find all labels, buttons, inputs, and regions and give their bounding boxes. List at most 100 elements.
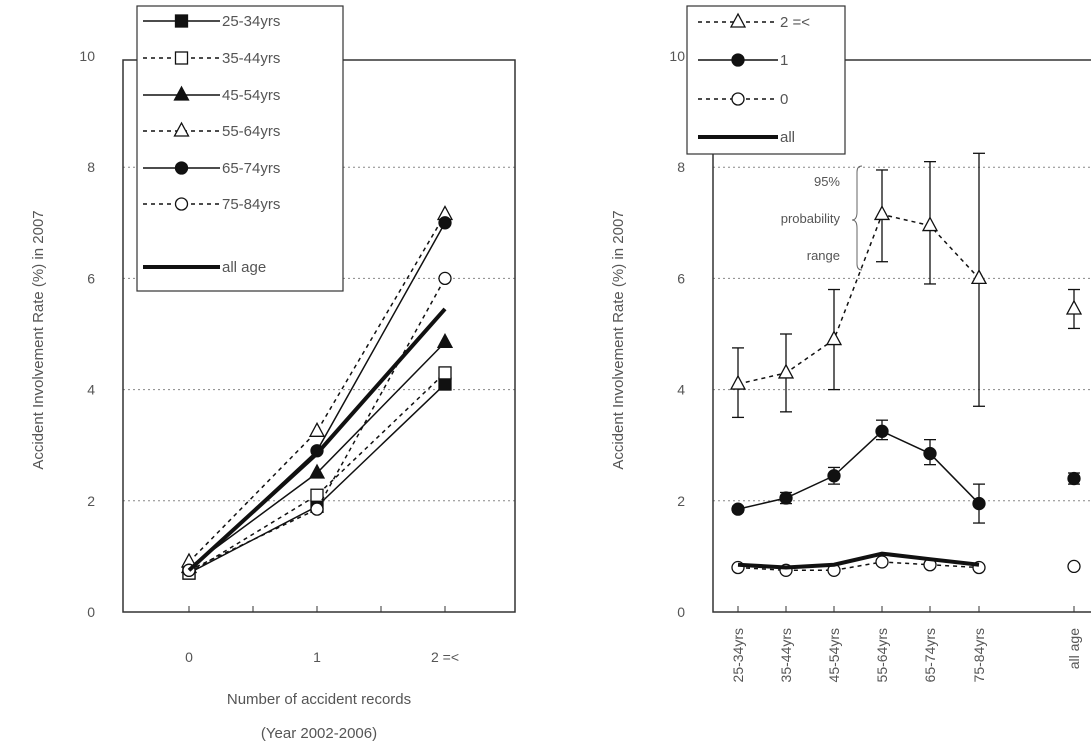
data-point: [970, 269, 988, 285]
x-tick-label: 75-84yrs: [971, 628, 987, 682]
x-tick-label: all age: [1066, 628, 1082, 669]
legend-label: 55-64yrs: [222, 123, 280, 140]
legend-item: 25-34yrs: [143, 13, 280, 30]
y-tick-label: 6: [87, 270, 95, 286]
left-x-axis-title: Number of accident records: [227, 691, 411, 708]
legend-item: 2 =<: [698, 12, 810, 31]
legend-item: 65-74yrs: [143, 160, 280, 177]
data-point: [825, 330, 843, 346]
y-tick-label: 8: [677, 159, 685, 175]
legend-label: 1: [780, 52, 788, 69]
data-point: [438, 366, 452, 380]
data-point: [1067, 559, 1081, 574]
x-tick-label: 1: [313, 649, 321, 665]
series-line: [188, 372, 446, 574]
data-point: [436, 332, 454, 348]
series-all-age: [187, 307, 447, 572]
y-tick-label: 2: [87, 493, 95, 509]
data-point: [921, 216, 939, 232]
data-point: [875, 424, 889, 438]
legend-label: 75-84yrs: [222, 196, 280, 213]
data-point: [731, 502, 745, 516]
data-point: [1065, 299, 1083, 315]
legend-item: 55-64yrs: [143, 121, 280, 140]
data-point: [310, 488, 324, 502]
annotation-brace: [851, 165, 863, 271]
series-line: [737, 561, 980, 572]
annotation-line-3: range: [807, 248, 840, 263]
series-1: [731, 419, 1081, 524]
right-legend-box: [686, 5, 846, 155]
legend-label: 2 =<: [780, 14, 810, 31]
x-tick-label: 0: [185, 649, 193, 665]
left-y-axis-title: Accident Involvement Rate (%) in 2007: [30, 210, 47, 469]
x-tick-label: 45-54yrs: [826, 628, 842, 682]
legend-item: all age: [143, 259, 266, 276]
legend-label: 65-74yrs: [222, 160, 280, 177]
left-series: [180, 205, 454, 580]
series-2-: [729, 152, 1083, 419]
legend-item: 75-84yrs: [143, 196, 280, 213]
legend-item: 45-54yrs: [143, 85, 280, 104]
y-tick-label: 10: [79, 48, 95, 64]
y-tick-label: 2: [677, 493, 685, 509]
data-point: [827, 469, 841, 483]
annotation-line-1: 95%: [814, 174, 840, 189]
data-point: [875, 555, 889, 569]
right-y-ticks: 0 2 4 6 8 10: [669, 48, 685, 620]
data-point: [923, 446, 937, 461]
data-point: [873, 205, 891, 221]
legend-swatch-marker: [174, 14, 189, 28]
right-series: [729, 152, 1083, 577]
legend-label: 45-54yrs: [222, 87, 280, 104]
legend-swatch-marker: [173, 121, 190, 137]
data-point: [438, 271, 452, 286]
series-all: [737, 551, 980, 570]
legend-item: all: [698, 129, 795, 146]
x-tick-label: 65-74yrs: [922, 628, 938, 682]
right-legend: 2 =< 1 0 all: [686, 5, 846, 155]
series-line: [737, 430, 980, 510]
x-tick-label: 25-34yrs: [730, 628, 746, 682]
y-tick-label: 4: [87, 382, 95, 398]
right-y-axis-title: Accident Involvement Rate (%) in 2007: [610, 210, 627, 469]
x-tick-label: 55-64yrs: [874, 628, 890, 682]
data-point: [729, 374, 747, 390]
y-tick-label: 0: [677, 604, 685, 620]
series-line: [737, 551, 980, 570]
legend-label: 0: [780, 91, 788, 108]
left-x-ticks: 0 1 2 =<: [185, 606, 459, 665]
legend-swatch-marker: [729, 12, 747, 28]
legend-label: all age: [222, 259, 266, 276]
x-tick-label: 35-44yrs: [778, 628, 794, 682]
legend-swatch-marker: [173, 85, 190, 101]
probability-range-annotation: 95% probability range: [781, 165, 863, 271]
right-x-ticks: 25-34yrs 35-44yrs 45-54yrs 55-64yrs 65-74yrs…: [730, 606, 1082, 682]
series-0: [731, 555, 1081, 577]
left-legend-box: [136, 5, 344, 292]
series-line: [737, 213, 980, 385]
y-tick-label: 4: [677, 382, 685, 398]
legend-item: 0: [698, 91, 788, 108]
data-point: [972, 496, 986, 511]
left-legend: 25-34yrs 35-44yrs 45-54yrs 55-64yrs 65-74yrs…: [136, 5, 344, 292]
left-y-ticks: 0 2 4 6 8 10: [79, 48, 95, 620]
data-point: [438, 216, 452, 230]
legend-label: all: [780, 129, 795, 146]
data-point: [1067, 471, 1081, 486]
x-tick-label: 2 =<: [431, 649, 459, 665]
legend-swatch-marker: [731, 53, 745, 67]
data-point: [777, 363, 795, 379]
legend-label: 25-34yrs: [222, 13, 280, 30]
right-gridlines: [713, 166, 1091, 502]
data-point: [438, 377, 452, 391]
annotation-line-2: probability: [781, 211, 841, 226]
left-x-axis-subtitle: (Year 2002-2006): [261, 725, 377, 742]
series-line: [187, 307, 447, 572]
data-point: [308, 463, 326, 479]
legend-swatch-marker: [174, 197, 189, 211]
y-tick-label: 8: [87, 159, 95, 175]
y-tick-label: 10: [669, 48, 685, 64]
